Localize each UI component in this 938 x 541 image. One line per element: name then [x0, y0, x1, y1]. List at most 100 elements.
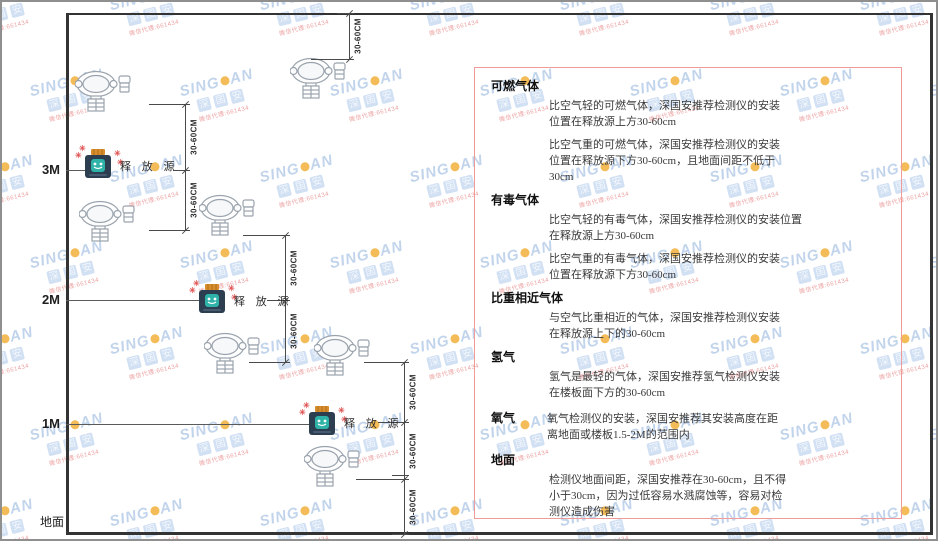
- level-3m-line: [66, 170, 86, 171]
- watermark-contact-text: 微信代理:661434: [198, 449, 250, 468]
- ceiling-line: [66, 13, 930, 15]
- logo-dot-icon: [69, 247, 81, 259]
- release-source-label-2: 释 放 源: [234, 296, 293, 308]
- brand-characters: 深国安: [262, 511, 339, 539]
- section-paragraph: 与空气比重相近的气体，深国安推荐检测仪安装 在释放源上下的30-60cm: [549, 312, 780, 340]
- level-2m-line: [66, 300, 199, 301]
- sparkle-icon: ✳: [338, 406, 345, 415]
- section-heading: 氢气: [491, 350, 516, 364]
- brand-characters: 深国安: [126, 346, 176, 371]
- info-panel: 可燃气体 比空气轻的可燃气体，深国安推荐检测仪的安装 位置在释放源上方30-60c…: [474, 67, 902, 519]
- dimension-line-1: [349, 13, 350, 59]
- detector-5: [203, 332, 260, 379]
- brand-characters: 深国安: [126, 2, 176, 27]
- dimension-label: 30-60CM: [289, 249, 299, 286]
- logo-dot-icon: [219, 75, 231, 87]
- dimension-tick: [311, 59, 354, 60]
- section-paragraph: 比空气轻的可燃气体，深国安推荐检测仪的安装 位置在释放源上方30-60cm: [549, 100, 780, 128]
- watermark-contact-text: 微信代理:661434: [278, 19, 330, 38]
- dimension-tick: [243, 235, 290, 236]
- logo-dot-icon: [449, 161, 461, 173]
- sparkle-icon: ✳: [189, 286, 196, 295]
- watermark-contact-text: 微信代理:661434: [0, 19, 30, 38]
- watermark-contact-text: 微信代理:661434: [578, 19, 630, 38]
- dimension-label: 30-60CM: [408, 488, 418, 525]
- dimension-tick: [392, 475, 409, 476]
- panel-section-6: 地面 检测仪地面间距，深国安推荐在30-60cm，且不得 小于30cm，因为过低容…: [491, 452, 885, 518]
- right-wall-line: [930, 13, 933, 535]
- detector-3: [78, 200, 135, 247]
- brand-characters: 深国安: [346, 260, 396, 285]
- brand-characters: 深国安: [276, 174, 326, 199]
- brand-characters: 深国安: [2, 2, 39, 31]
- logo-dot-icon: [2, 505, 11, 517]
- watermark-contact-text: 微信代理:661434: [128, 363, 180, 382]
- watermark-contact-text: 微信代理:661434: [878, 19, 930, 38]
- dimension-label: 30-60CM: [408, 432, 418, 469]
- detector-7: [303, 445, 360, 492]
- panel-section-2: 有毒气体 比空气轻的有毒气体，深国安推荐检测仪的安装位置 在释放源上方30-60c…: [491, 192, 885, 283]
- gas-detector-icon: [289, 57, 346, 99]
- detector-2: [289, 57, 346, 104]
- dimension-tick: [392, 534, 409, 535]
- brand-characters: 深国安: [426, 2, 476, 27]
- ground-label: 地面: [40, 515, 65, 529]
- brand-characters: 深国安: [196, 432, 246, 457]
- level-1m-label: 1M: [41, 416, 60, 431]
- watermark-contact-text: 微信代理:661434: [128, 19, 180, 38]
- dimension-label: 30-60CM: [189, 119, 199, 155]
- ground-line: [66, 532, 930, 535]
- detector-6: [313, 334, 370, 381]
- level-1m-line: [66, 424, 309, 425]
- gas-detector-icon: [78, 200, 135, 242]
- brand-characters: 深国安: [876, 2, 926, 27]
- detector-1: [74, 70, 131, 117]
- logo-dot-icon: [219, 247, 231, 259]
- logo-dot-icon: [2, 333, 11, 345]
- release-source-icon: [309, 406, 335, 435]
- section-paragraph: 氢气是最轻的气体，深国安推荐氢气检测仪安装 在楼板面下方的30-60cm: [549, 371, 780, 399]
- release-source-icon: [199, 284, 225, 313]
- logo-dot-icon: [449, 333, 461, 345]
- gas-detector-icon: [203, 332, 260, 374]
- sparkle-icon: ✳: [79, 144, 86, 153]
- brand-characters: 深国安: [576, 2, 626, 27]
- brand-characters: 深国安: [112, 511, 189, 539]
- release-source-3: ✳ ✳ ✳ ✳: [299, 401, 348, 441]
- gas-detector-icon: [303, 445, 360, 487]
- dimension-tick: [356, 479, 409, 480]
- brand-characters: 深国安: [726, 2, 776, 27]
- dimension-line-4: [404, 362, 405, 534]
- dimension-tick: [249, 362, 290, 363]
- watermark-contact-text: 微信代理:661434: [348, 105, 400, 124]
- dimension-tick: [378, 422, 409, 423]
- watermark-contact-text: 微信代理:661434: [278, 191, 330, 210]
- dimension-line-2: [185, 104, 186, 230]
- panel-section-1: 可燃气体 比空气轻的可燃气体，深国安推荐检测仪的安装 位置在释放源上方30-60c…: [491, 78, 885, 185]
- watermark-contact-text: 微信代理:661434: [0, 191, 30, 210]
- gas-detector-icon: [74, 70, 131, 112]
- gas-detector-icon: [198, 194, 255, 236]
